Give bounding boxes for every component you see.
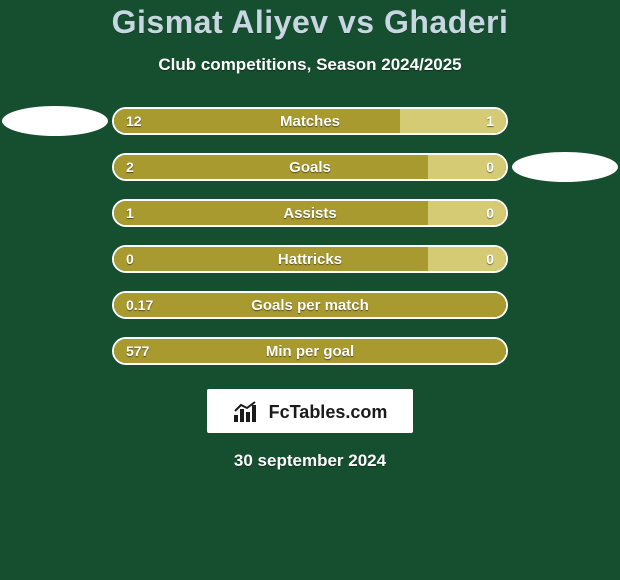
- subtitle: Club competitions, Season 2024/2025: [158, 55, 461, 75]
- bar-track: [112, 107, 508, 135]
- stat-bar: Matches121: [112, 107, 508, 135]
- stat-row: Min per goal577: [0, 337, 620, 365]
- stat-row: Goals20: [0, 153, 620, 181]
- brand-badge: FcTables.com: [207, 389, 414, 433]
- ellipse-icon: [512, 152, 618, 182]
- bar-track: [112, 199, 508, 227]
- bar-segment-left: [114, 201, 428, 225]
- stat-row: Goals per match0.17: [0, 291, 620, 319]
- page-title: Gismat Aliyev vs Ghaderi: [112, 4, 509, 41]
- bar-segment-right: [428, 201, 506, 225]
- bar-track: [112, 291, 508, 319]
- stat-row: Assists10: [0, 199, 620, 227]
- bar-segment-right: [428, 247, 506, 271]
- bar-track: [112, 153, 508, 181]
- team-logo-right: [510, 152, 620, 182]
- bar-track: [112, 337, 508, 365]
- comparison-infographic: Gismat Aliyev vs Ghaderi Club competitio…: [0, 0, 620, 580]
- brand-icon: [233, 401, 261, 423]
- bar-segment-left: [114, 155, 428, 179]
- bar-segment-left: [114, 339, 506, 363]
- bar-segment-right: [428, 155, 506, 179]
- stats-list: Matches121 Goals20 Assists10 Hattricks00 Goa…: [0, 107, 620, 365]
- stat-bar: Goals20: [112, 153, 508, 181]
- bar-segment-left: [114, 293, 506, 317]
- stat-bar: Hattricks00: [112, 245, 508, 273]
- ellipse-icon: [2, 106, 108, 136]
- date-text: 30 september 2024: [234, 451, 386, 471]
- bar-segment-left: [114, 247, 428, 271]
- bar-track: [112, 245, 508, 273]
- stat-row: Hattricks00: [0, 245, 620, 273]
- bar-segment-right: [400, 109, 506, 133]
- bar-segment-left: [114, 109, 400, 133]
- stat-row: Matches121: [0, 107, 620, 135]
- team-logo-left: [0, 106, 110, 136]
- stat-bar: Min per goal577: [112, 337, 508, 365]
- stat-bar: Assists10: [112, 199, 508, 227]
- brand-text: FcTables.com: [269, 402, 388, 423]
- stat-bar: Goals per match0.17: [112, 291, 508, 319]
